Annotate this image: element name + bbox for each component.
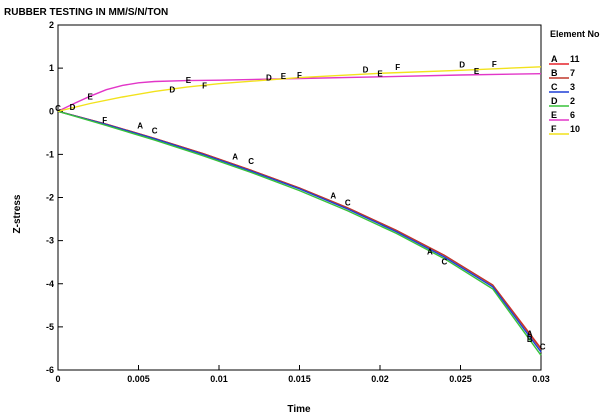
marker-e-7: E xyxy=(186,76,192,85)
legend-letter-f: F xyxy=(551,124,557,134)
marker-e-12: E xyxy=(281,72,287,81)
legend-letter-b: B xyxy=(551,68,558,78)
x-tick-label-2: 0.01 xyxy=(210,374,228,384)
marker-c-20: C xyxy=(442,257,448,266)
y-tick-label-7: 1 xyxy=(49,63,54,73)
x-tick-label-4: 0.02 xyxy=(371,374,389,384)
series-line-b xyxy=(57,110,542,350)
marker-e-2: E xyxy=(88,93,94,102)
legend-element-f: 10 xyxy=(570,124,580,134)
x-tick-label-6: 0.03 xyxy=(532,374,550,384)
y-tick-label-2: -4 xyxy=(46,279,54,289)
x-tick-label-1: 0.005 xyxy=(127,374,150,384)
x-tick-label-0: 0 xyxy=(55,374,60,384)
marker-a-19: A xyxy=(427,247,433,256)
y-tick-label-6: 0 xyxy=(49,106,54,116)
y-tick-label-5: -1 xyxy=(46,149,54,159)
series-line-e xyxy=(57,73,542,112)
legend-letter-c: C xyxy=(551,82,558,92)
marker-a-9: A xyxy=(232,153,238,162)
marker-f-23: F xyxy=(492,60,497,69)
series-layer xyxy=(57,66,542,356)
marker-c-10: C xyxy=(248,157,254,166)
legend-letter-a: A xyxy=(551,54,558,64)
marker-d-1: D xyxy=(70,103,76,112)
marker-a-4: A xyxy=(137,121,143,130)
marker-c-15: C xyxy=(345,199,351,208)
marker-a-24: A xyxy=(527,329,533,338)
y-tick-label-8: 2 xyxy=(49,20,54,30)
marker-c-5: C xyxy=(152,127,158,136)
y-tick-label-1: -5 xyxy=(46,322,54,332)
marker-f-3: F xyxy=(102,116,107,125)
series-line-f xyxy=(57,66,542,112)
chart-title: RUBBER TESTING IN MM/S/N/TON xyxy=(4,7,168,18)
marker-d-11: D xyxy=(266,74,272,83)
marker-d-21: D xyxy=(459,61,465,70)
y-tick-label-3: -3 xyxy=(46,236,54,246)
ticks-layer: 0 0.005 0.01 0.015 0.02 0.025 0.03 -6 -5 -4 -3 -2 -1… xyxy=(46,20,550,384)
marker-e-22: E xyxy=(474,67,480,76)
legend-letter-e: E xyxy=(551,110,557,120)
marker-f-13: F xyxy=(297,71,302,80)
marker-c-26: C xyxy=(540,342,546,351)
x-axis-label: Time xyxy=(287,404,311,415)
marker-a-14: A xyxy=(330,191,336,200)
series-line-c xyxy=(57,110,542,353)
series-line-d xyxy=(57,110,542,356)
legend-letter-d: D xyxy=(551,96,558,106)
marker-f-8: F xyxy=(202,81,207,90)
legend-element-c: 3 xyxy=(570,82,575,92)
x-tick-label-3: 0.015 xyxy=(288,374,311,384)
marker-f-18: F xyxy=(395,63,400,72)
legend-element-a: 11 xyxy=(570,54,580,64)
legend-element-b: 7 xyxy=(570,68,575,78)
marker-c-0: C xyxy=(55,104,61,113)
legend-title: Element No xyxy=(550,29,600,39)
marker-e-17: E xyxy=(377,69,383,78)
legend-element-d: 2 xyxy=(570,96,575,106)
y-tick-label-4: -2 xyxy=(46,193,54,203)
marker-d-16: D xyxy=(363,65,369,74)
legend-element-e: 6 xyxy=(570,110,575,120)
marker-b-25: B xyxy=(527,335,533,344)
x-tick-label-5: 0.025 xyxy=(449,374,472,384)
series-line-a xyxy=(57,110,542,349)
legend: A 11 B 7 C 3 D 2 E 6 F 10 xyxy=(549,54,580,135)
marker-d-6: D xyxy=(169,86,175,95)
y-tick-label-0: -6 xyxy=(46,365,54,375)
y-axis-label: Z-stress xyxy=(12,194,23,233)
